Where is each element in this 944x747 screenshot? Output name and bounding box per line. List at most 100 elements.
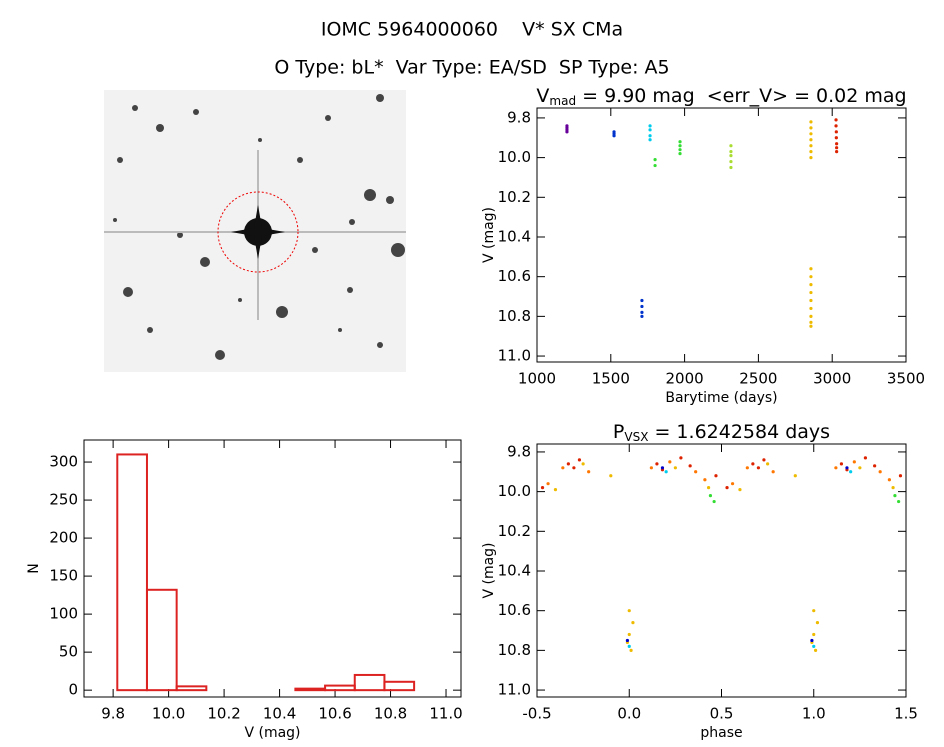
point	[729, 165, 733, 170]
point	[809, 126, 813, 130]
point	[627, 609, 631, 613]
point	[678, 152, 682, 156]
y-tick-label: 0	[68, 681, 78, 699]
point	[540, 486, 545, 490]
y-tick-label: 50	[59, 643, 78, 661]
point	[809, 290, 813, 295]
point	[813, 648, 818, 652]
point	[729, 154, 733, 158]
point	[660, 466, 665, 470]
point	[640, 310, 644, 314]
chart-title: PVSX = 1.6242584 days	[613, 421, 830, 444]
point	[898, 474, 903, 478]
point	[809, 132, 813, 136]
point	[762, 458, 766, 462]
x-tick-label: 10.8	[374, 705, 407, 723]
point	[878, 470, 882, 474]
point	[678, 140, 682, 144]
point	[771, 470, 775, 474]
y-tick-label: 9.8	[507, 442, 531, 460]
y-axis-label: V (mag)	[481, 207, 497, 263]
x-tick-label: 0.5	[710, 705, 734, 723]
x-tick-label: 1.0	[802, 705, 826, 723]
sky-image	[104, 90, 406, 372]
point	[640, 314, 644, 318]
point	[812, 609, 816, 613]
point	[809, 156, 813, 160]
point	[852, 460, 856, 464]
point	[756, 466, 761, 470]
point	[631, 620, 635, 625]
y-tick-label: 300	[49, 453, 78, 471]
point	[640, 298, 644, 303]
title-rest: = 9.90 mag <err_V> = 0.02 mag	[576, 85, 907, 107]
point	[809, 144, 813, 148]
x-axis-label: phase	[700, 725, 742, 741]
figure-subtitle: O Type: bL* Var Type: EA/SD SP Type: A5	[274, 57, 669, 79]
point	[648, 128, 652, 132]
point	[793, 474, 797, 478]
x-tick-label: 10.6	[318, 705, 351, 723]
plot-frame	[536, 107, 907, 363]
point	[648, 134, 652, 138]
y-tick-label: 10.0	[498, 482, 531, 500]
point	[897, 499, 901, 504]
point	[629, 648, 633, 652]
point	[835, 150, 839, 154]
target-glow	[231, 205, 285, 259]
bar	[116, 453, 148, 692]
point	[546, 482, 550, 486]
x-tick-label: 10.0	[152, 705, 185, 723]
x-tick-label: 10.2	[207, 705, 240, 723]
point	[751, 462, 755, 466]
point	[572, 466, 576, 470]
aperture	[217, 191, 299, 273]
y-tick-label: 10.8	[498, 641, 531, 659]
point	[809, 138, 813, 142]
title-sub: mad	[549, 94, 576, 108]
point	[809, 314, 813, 318]
point	[839, 462, 844, 466]
point	[668, 460, 672, 464]
point	[587, 470, 591, 474]
y-tick-label: 10.2	[498, 188, 531, 206]
bar	[383, 680, 416, 692]
y-tick-label: 9.8	[507, 108, 531, 126]
y-tick-label: 10.6	[498, 601, 531, 619]
point	[809, 267, 813, 271]
point	[835, 146, 839, 150]
point	[627, 644, 631, 649]
x-tick-label: 1.5	[894, 705, 918, 723]
y-tick-label: 250	[49, 491, 78, 509]
point	[653, 157, 657, 162]
chart-title: Vmad = 9.90 mag <err_V> = 0.02 mag	[536, 85, 906, 108]
point	[834, 124, 838, 128]
y-axis-label: V (mag)	[481, 542, 497, 598]
y-tick-label: 10.8	[498, 307, 531, 325]
x-tick-label: 11.0	[429, 705, 462, 723]
point	[738, 488, 742, 492]
point	[730, 482, 735, 486]
x-tick-label: 10.4	[263, 705, 296, 723]
point	[561, 466, 565, 470]
point	[834, 466, 838, 470]
point	[653, 163, 657, 168]
plot-frame	[536, 443, 907, 698]
y-tick-label: 200	[49, 529, 78, 547]
point	[815, 620, 820, 625]
point	[834, 136, 838, 140]
point	[565, 130, 569, 134]
point	[809, 306, 813, 311]
point	[729, 150, 733, 154]
title-main: V	[536, 85, 549, 107]
x-tick-label: 2500	[739, 370, 777, 388]
point	[648, 124, 652, 128]
point	[566, 462, 570, 466]
point	[809, 150, 813, 154]
point	[673, 466, 677, 470]
x-tick-label: 0.0	[617, 705, 641, 723]
y-tick-label: 10.4	[498, 227, 531, 245]
point	[893, 493, 897, 498]
point	[766, 462, 770, 466]
